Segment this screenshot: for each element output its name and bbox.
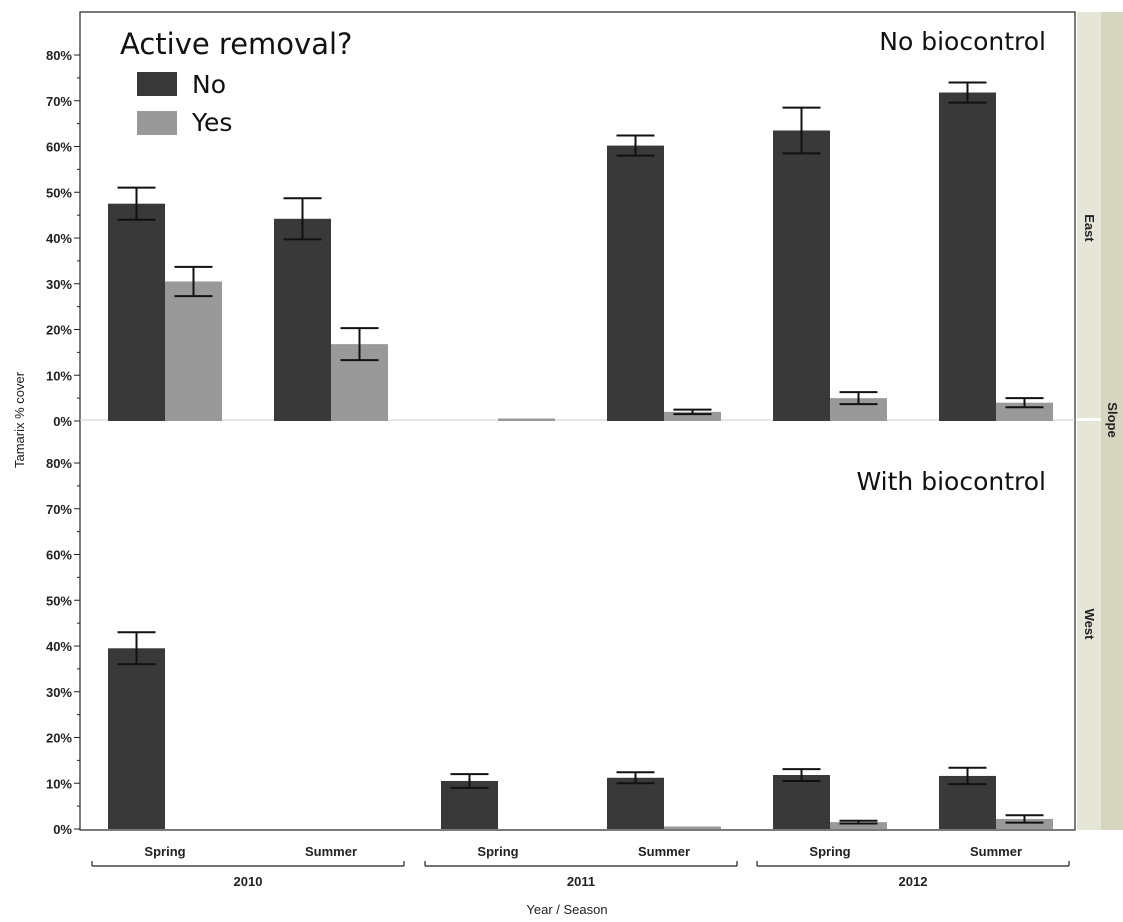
bar-east-no-5 (939, 92, 996, 421)
y-tick-label: 50% (46, 593, 72, 608)
strip-label-slope: Slope (1105, 402, 1120, 437)
strip-label-west: West (1082, 609, 1097, 640)
y-tick-label: 60% (46, 548, 72, 563)
plot-frame (79, 11, 1076, 831)
y-tick-label: 80% (46, 48, 72, 63)
y-axis: 0% 10% 20% 30% 40% 50% 60% 70% 80% 0% 10% 20% 30% 40%… (46, 48, 80, 837)
x-tick-label-season: Summer (305, 844, 357, 859)
strip-east (1077, 12, 1101, 418)
y-tick-label: 50% (46, 185, 72, 200)
bar-west-yes-5 (996, 818, 1053, 829)
x-tick-label-year: 2011 (567, 874, 595, 889)
y-tick-label: 40% (46, 639, 72, 654)
bar-west-no-3 (607, 777, 664, 829)
y-tick-label: 10% (46, 776, 72, 791)
y-tick-label: 70% (46, 502, 72, 517)
bar-west-no-2 (441, 780, 498, 829)
legend-label-yes: Yes (191, 108, 232, 137)
x-tick-label-year: 2012 (899, 874, 928, 889)
x-tick-label-season: Spring (809, 844, 850, 859)
panel-label-east: No biocontrol (879, 27, 1046, 56)
y-tick-label: 0% (53, 822, 72, 837)
x-axis-title: Year / Season (526, 902, 607, 917)
x-tick-label-year: 2010 (234, 874, 263, 889)
y-tick-label: 70% (46, 94, 72, 109)
y-tick-label: 80% (46, 456, 72, 471)
bar-west-yes-3 (664, 826, 721, 829)
y-tick-label: 40% (46, 231, 72, 246)
legend-swatch-yes (137, 111, 177, 135)
x-tick-label-season: Spring (144, 844, 185, 859)
y-tick-label: 30% (46, 685, 72, 700)
strip-slope (1101, 12, 1123, 830)
y-tick-label: 30% (46, 277, 72, 292)
bar-west-yes-4 (830, 822, 887, 829)
x-axis: Spring Summer Spring Summer Spring Summer 2010… (91, 844, 1070, 889)
y-tick-label: 20% (46, 731, 72, 746)
y-tick-label: 0% (53, 414, 72, 429)
bar-west-no-4 (773, 775, 830, 829)
bar-east-yes-0 (165, 281, 222, 421)
bar-marks (108, 81, 1053, 829)
y-axis-title: Tamarix % cover (12, 371, 27, 468)
legend-title: Active removal? (120, 27, 352, 61)
x-tick-label-season: Summer (970, 844, 1022, 859)
bar-east-no-3 (607, 145, 664, 421)
y-tick-label: 10% (46, 368, 72, 383)
legend: Active removal? No Yes (120, 27, 352, 137)
bar-east-yes-3 (664, 411, 721, 421)
y-tick-label: 60% (46, 140, 72, 155)
bar-east-no-0 (108, 203, 165, 421)
x-tick-label-season: Summer (638, 844, 690, 859)
x-tick-label-season: Spring (477, 844, 518, 859)
y-tick-label: 20% (46, 323, 72, 338)
bar-east-no-4 (773, 130, 830, 422)
bar-east-yes-2 (498, 418, 555, 421)
panel-label-west: With biocontrol (857, 467, 1046, 496)
strip-west (1077, 421, 1101, 830)
bar-east-no-1 (274, 218, 331, 421)
strip-label-east: East (1082, 214, 1097, 242)
bar-west-no-0 (108, 648, 165, 829)
legend-label-no: No (192, 70, 226, 99)
legend-swatch-no (137, 72, 177, 96)
